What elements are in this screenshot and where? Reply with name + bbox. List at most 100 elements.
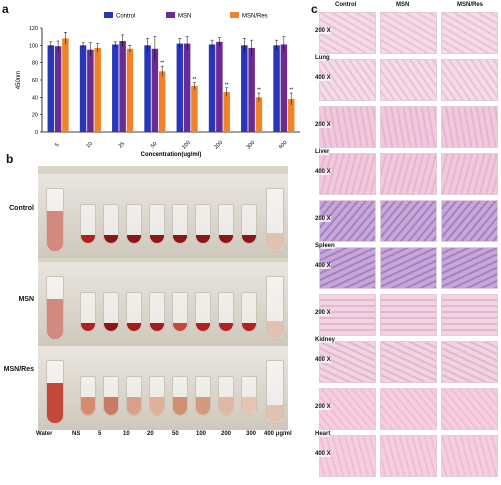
- histology-image: [441, 388, 498, 430]
- sample-tube: [241, 376, 257, 416]
- bar: [216, 41, 223, 132]
- row-label-msn: MSN: [18, 296, 34, 303]
- histology-grid: Control MSN MSN/Res 200 X 400 X Lung 200 X 400 …: [315, 2, 499, 478]
- significance-mark: **: [160, 61, 164, 67]
- sample-tube: [195, 292, 211, 332]
- tube-contents: [81, 397, 95, 415]
- tube-column-label: 5: [98, 431, 102, 437]
- legend-swatch: [230, 12, 239, 18]
- sample-tube: [195, 204, 211, 244]
- sample-tube: [80, 292, 96, 332]
- tube-contents: [150, 235, 164, 243]
- y-tick-label: 100: [29, 43, 38, 49]
- histology-image: [380, 59, 437, 101]
- panel-letter-a: a: [2, 2, 9, 16]
- bar: [255, 97, 263, 132]
- reference-tube: [266, 276, 284, 340]
- x-tick-label: 100: [181, 140, 192, 151]
- histology-image: [380, 106, 437, 148]
- bar: [176, 43, 184, 132]
- organ-label: Heart: [315, 431, 331, 437]
- histology-image: [441, 435, 498, 477]
- tube-contents: [127, 397, 141, 415]
- sample-tube: [149, 376, 165, 416]
- tube-contents: [104, 235, 118, 243]
- magnification-label: 400 X: [315, 451, 331, 457]
- tube-contents: [242, 323, 256, 331]
- bar: [62, 38, 69, 132]
- bar: [151, 48, 159, 132]
- tube-column-label: 50: [172, 431, 179, 437]
- water-tube: [46, 188, 64, 252]
- magnification-label: 400 X: [315, 75, 331, 81]
- tube-contents: [242, 397, 256, 415]
- sample-tube: [103, 376, 119, 416]
- histology-image: [380, 435, 437, 477]
- bar: [47, 45, 55, 133]
- tube-contents: [81, 235, 95, 243]
- sample-tube: [80, 204, 96, 244]
- tube-contents: [81, 323, 95, 331]
- panel-letter-b: b: [6, 152, 14, 166]
- histology-image: [441, 106, 498, 148]
- sample-tube: [149, 204, 165, 244]
- histology-column-label: MSN/Res: [457, 2, 484, 8]
- bar: [126, 48, 134, 132]
- tube-column-label: NS: [72, 431, 81, 437]
- bar: [191, 86, 198, 132]
- tube-column-label: 300: [246, 431, 257, 437]
- histology-image: [380, 200, 437, 242]
- tube-contents: [47, 299, 63, 339]
- sample-tube: [172, 204, 188, 244]
- sample-tube: [241, 292, 257, 332]
- y-tick-label: 40: [32, 95, 38, 101]
- bar: [223, 92, 230, 132]
- legend-label: MSN/Res: [242, 14, 268, 20]
- tube-contents: [47, 383, 63, 423]
- water-tube: [46, 360, 64, 424]
- magnification-label: 200 X: [315, 28, 331, 34]
- tube-contents: [127, 235, 141, 243]
- bar: [273, 45, 280, 133]
- histology-image: [380, 153, 437, 195]
- legend-label: MSN: [178, 14, 191, 20]
- bar: [158, 71, 166, 132]
- significance-mark: **: [289, 88, 293, 94]
- tube-contents: [173, 397, 187, 415]
- y-tick-label: 80: [32, 61, 38, 67]
- sample-tube: [103, 292, 119, 332]
- tube-contents: [104, 397, 118, 415]
- tube-contents: [127, 323, 141, 331]
- tube-contents: [173, 235, 187, 243]
- histology-column-label: MSN: [396, 2, 410, 8]
- histology-image: [380, 388, 437, 430]
- y-tick-label: 60: [32, 78, 38, 84]
- sample-tube: [126, 204, 142, 244]
- histology-column-label: Control: [335, 2, 357, 8]
- bar: [112, 44, 119, 132]
- reference-tube: [266, 188, 284, 252]
- bar: [144, 45, 151, 133]
- legend-label: Control: [116, 14, 135, 20]
- sample-tube: [218, 376, 234, 416]
- tube-contents: [219, 323, 233, 331]
- histology-image: [441, 341, 498, 383]
- bar: [119, 41, 126, 132]
- x-tick-label: 200: [213, 140, 224, 151]
- panel-letter-c: c: [311, 2, 318, 16]
- x-tick-label: 5: [54, 142, 60, 148]
- significance-mark: **: [192, 77, 196, 83]
- legend-swatch: [104, 12, 113, 18]
- tube-contents: [104, 323, 118, 331]
- magnification-label: 200 X: [315, 404, 331, 410]
- tube-column-label: 20: [147, 431, 154, 437]
- histology-image: [380, 341, 437, 383]
- hemolysis-photo: [38, 166, 288, 430]
- bar: [54, 46, 62, 133]
- organ-label: Liver: [315, 149, 330, 155]
- tube-contents: [196, 235, 210, 243]
- water-tube: [46, 276, 64, 340]
- sample-tube: [172, 376, 188, 416]
- sample-tube: [126, 292, 142, 332]
- tube-column-label: 100: [196, 431, 207, 437]
